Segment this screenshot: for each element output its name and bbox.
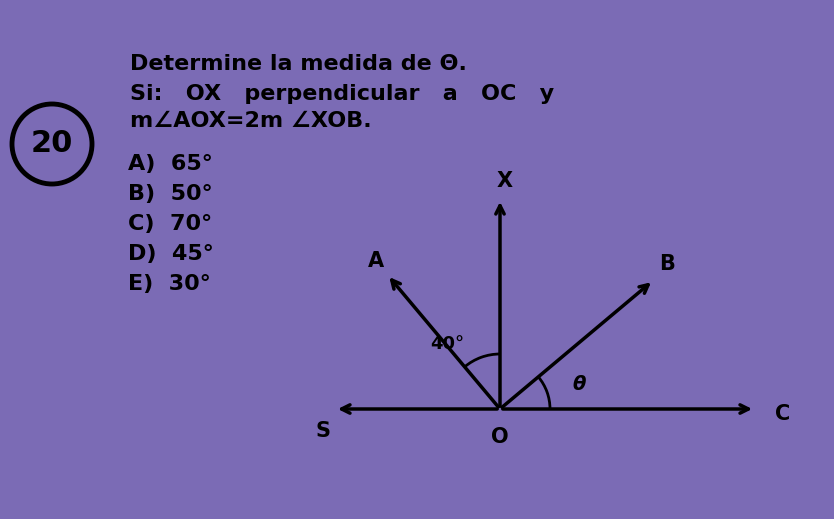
Text: O: O <box>491 427 509 447</box>
Text: B)  50°: B) 50° <box>128 184 213 204</box>
Text: 20: 20 <box>31 130 73 158</box>
Text: X: X <box>497 171 513 191</box>
Text: A: A <box>368 251 384 271</box>
Text: 40°: 40° <box>430 335 465 352</box>
Text: Si:   OX   perpendicular   a   OC   y: Si: OX perpendicular a OC y <box>130 84 554 104</box>
Text: A)  65°: A) 65° <box>128 154 213 174</box>
Text: C: C <box>775 404 791 424</box>
Text: C)  70°: C) 70° <box>128 214 212 234</box>
Text: Determine la medida de Θ.: Determine la medida de Θ. <box>130 54 467 74</box>
Text: m∠AOX=2m ∠XOB.: m∠AOX=2m ∠XOB. <box>130 111 372 131</box>
Text: E)  30°: E) 30° <box>128 274 211 294</box>
Text: D)  45°: D) 45° <box>128 244 214 264</box>
Text: θ: θ <box>573 375 586 394</box>
Text: B: B <box>659 254 675 274</box>
Text: S: S <box>315 421 330 441</box>
